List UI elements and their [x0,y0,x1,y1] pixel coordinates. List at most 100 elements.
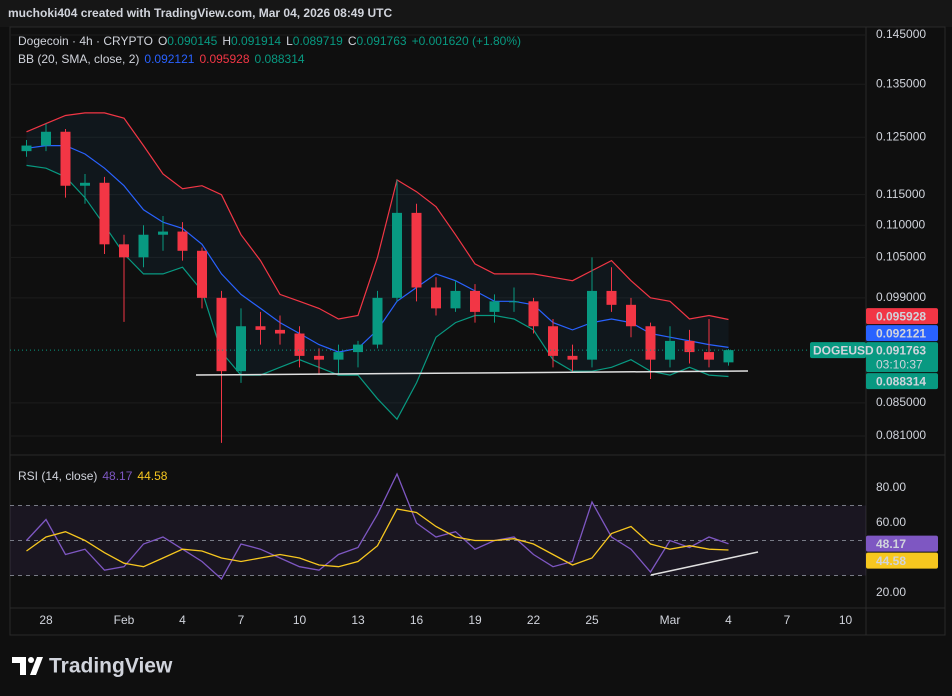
symbol-badge [810,342,866,359]
indicator-value: 0.095928 [199,52,250,66]
candle-body [138,234,149,258]
y-tick-label: 0.135000 [876,76,926,90]
candle-body [177,231,188,251]
indicator-value: 0.088314 [254,52,305,66]
candle-body [645,326,656,360]
candle-body [450,290,461,309]
plot: 0.145000 0.135000 0.125000 0.115000 0.110000… [10,27,938,627]
rsi-badge [866,535,938,552]
basis-badge-text: 0.092121 [876,326,926,340]
upper-badge [866,308,938,325]
price-legend: Dogecoin · 4h · CRYPTO O0.090145 H0.0919… [18,34,521,48]
candle-body [294,333,305,356]
candle-body [197,250,207,298]
candle-body [723,350,734,363]
x-tick-label: Feb [114,613,135,627]
x-tick-label: 22 [527,613,541,627]
candle-body [489,301,500,312]
candle-body [21,145,32,152]
ohlc-label: O [157,34,168,48]
x-tick-label: 19 [468,613,482,627]
y-tick-label: 0.115000 [876,187,925,201]
ohlc: C0.091763 [348,34,407,48]
rsi-legend: RSI (14, close) 48.17 44.58 [18,469,167,483]
candle-body [158,231,168,235]
change: +0.001620 (+1.80%) [411,34,521,48]
x-tick-label: 28 [39,613,53,627]
indicator-value: 48.17 [102,469,133,483]
candle-body [606,290,617,305]
y-tick-label: 60.00 [876,515,906,529]
candle-body [236,326,246,372]
indicator-value: 0.092121 [144,52,195,66]
basis-badge [866,325,938,342]
candle-body [80,182,90,186]
indicator-title: RSI (14, close) [18,469,98,483]
candle-body [119,244,129,258]
candle-body [353,344,363,353]
trendline [195,370,749,376]
candle-body [411,212,422,288]
upper-badge-text: 0.095928 [876,309,926,323]
indicator-line [26,164,729,421]
ohlc: O0.090145 [158,34,217,48]
y-tick-label: 0.145000 [876,27,926,41]
x-tick-label: 25 [585,613,599,627]
candle-body [99,182,110,245]
header-text: muchoki404 created with TradingView.com,… [8,6,392,20]
candle-body [587,290,597,360]
candle-body [216,297,227,372]
candle-body [431,287,441,309]
x-tick-label: 13 [351,613,365,627]
ohlc-value: 0.089719 [292,34,343,48]
price-badge-text: 0.091763 [876,343,926,357]
bb-legend: BB (20, SMA, close, 2) 0.092121 0.095928… [18,52,305,66]
candle-body [372,297,383,345]
x-tick-label: 4 [179,613,186,627]
x-tick-label: 10 [839,613,853,627]
y-tick-label: 0.081000 [876,428,926,442]
symbol-text: DOGEUSD [813,343,874,357]
candle-body [333,352,344,360]
x-tick-label: 7 [784,613,791,627]
ohlc-value: 0.090145 [167,34,218,48]
rsi-line [26,472,729,581]
ohlc-label: H [222,34,232,48]
y-tick-label: 80.00 [876,480,906,494]
y-tick-label: 20.00 [876,585,906,599]
trendline [650,551,759,576]
rsi-badge-text: 48.17 [876,537,906,551]
candle-body [275,329,285,334]
logo: TradingView [12,655,173,678]
y-tick-label: 0.125000 [876,129,926,143]
logo-mark [28,657,34,663]
brand: TradingView [49,655,173,678]
candle-body [548,326,558,356]
price-badge [866,342,938,373]
candle-body [314,355,324,360]
ohlc: H0.091914 [222,34,281,48]
y-tick-label: 0.105000 [876,249,926,263]
ohlc-value: 0.091914 [231,34,282,48]
countdown-text: 03:10:37 [876,357,923,371]
candle-body [626,304,636,327]
logo-mark [12,657,26,675]
rsi-ma-badge [866,552,938,569]
candle-body [60,131,71,186]
ohlc: L0.089719 [286,34,343,48]
x-tick-label: 16 [410,613,424,627]
rsi-line [26,508,729,568]
candle-body [41,131,51,146]
ohlc-label: C [347,34,357,48]
logo-mark [30,657,43,675]
candle-body [255,326,266,330]
y-tick-label: 0.085000 [876,395,926,409]
x-tick-label: Mar [660,613,681,627]
rsi-ma-badge-text: 44.58 [876,554,906,568]
x-tick-label: 4 [725,613,732,627]
y-tick-label: 0.110000 [876,217,925,231]
candle-body [704,352,714,360]
